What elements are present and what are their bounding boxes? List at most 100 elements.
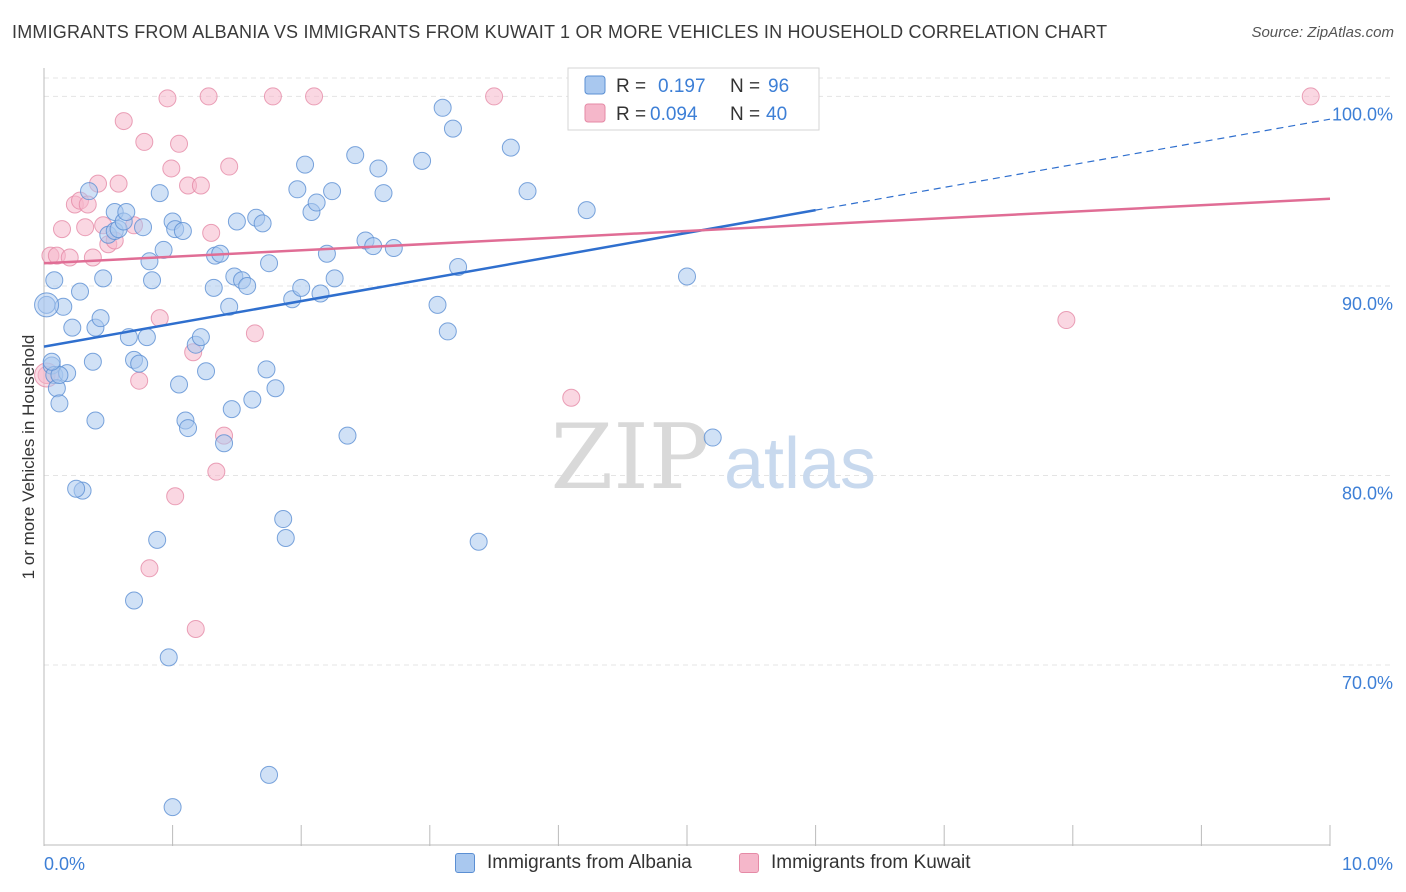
- kuwait-points: [34, 87, 1320, 638]
- kuwait-point: [60, 248, 79, 267]
- kuwait-point: [109, 174, 128, 193]
- albania-point-large: [34, 292, 60, 318]
- albania-point: [260, 765, 279, 784]
- albania-point: [150, 184, 169, 203]
- albania-point: [130, 354, 149, 373]
- chart-title: IMMIGRANTS FROM ALBANIA VS IMMIGRANTS FR…: [12, 22, 1108, 42]
- albania-point: [438, 322, 457, 341]
- kuwait-point: [53, 220, 72, 239]
- legend-top: R = 0.197 N = 96 R = 0.094 N = 40: [567, 67, 820, 131]
- legend-box: [567, 67, 820, 131]
- albania-point: [307, 193, 326, 212]
- albania-point: [143, 271, 162, 290]
- albania-point: [266, 379, 285, 398]
- kuwait-point: [76, 218, 95, 237]
- albania-point: [449, 257, 468, 276]
- albania-point: [140, 252, 159, 271]
- y-tick-label-90: 90.0%: [1342, 294, 1393, 314]
- albania-point: [80, 182, 99, 201]
- albania-point: [63, 318, 82, 337]
- legend-item-albania: Immigrants from Albania: [455, 852, 692, 874]
- albania-point: [518, 182, 537, 201]
- legend-r-label-albania: R =: [616, 76, 646, 97]
- albania-point: [243, 390, 262, 409]
- albania-point: [253, 214, 272, 233]
- x-tick-label-max: 10.0%: [1342, 854, 1393, 874]
- albania-point: [501, 138, 520, 157]
- y-tick-label-100: 100.0%: [1332, 104, 1393, 124]
- kuwait-point: [1301, 87, 1320, 106]
- albania-point: [338, 426, 357, 445]
- albania-point: [257, 360, 276, 379]
- albania-point: [134, 218, 153, 237]
- y-tick-label-80: 80.0%: [1342, 483, 1393, 503]
- kuwait-trend-line: [43, 197, 1331, 265]
- kuwait-point: [220, 157, 239, 176]
- albania-point: [45, 271, 64, 290]
- albania-point: [117, 203, 136, 222]
- kuwait-point: [162, 159, 181, 178]
- albania-point: [703, 428, 722, 447]
- albania-point: [288, 180, 307, 199]
- kuwait-point: [305, 87, 324, 106]
- legend-n-label-kuwait: N =: [730, 104, 760, 125]
- kuwait-point: [130, 371, 149, 390]
- albania-point: [191, 328, 210, 347]
- albania-point: [276, 528, 295, 547]
- albania-trend-extension: [815, 118, 1331, 211]
- albania-point: [159, 648, 178, 667]
- albania-point: [577, 201, 596, 220]
- x-ticks: [43, 825, 1331, 846]
- albania-point: [137, 328, 156, 347]
- albania-point: [274, 510, 293, 529]
- kuwait-point: [83, 248, 102, 267]
- legend-bottom-label-kuwait: Immigrants from Kuwait: [771, 852, 971, 873]
- legend-swatch-albania: [584, 75, 606, 95]
- albania-point: [179, 419, 198, 438]
- legend-item-kuwait: Immigrants from Kuwait: [739, 852, 971, 874]
- albania-point: [94, 269, 113, 288]
- albania-point: [50, 366, 69, 385]
- albania-point: [220, 297, 239, 316]
- x-tick-labels: 0.0% 10.0%: [44, 854, 1393, 874]
- albania-point: [346, 146, 365, 165]
- albania-point: [384, 239, 403, 258]
- albania-point: [296, 155, 315, 174]
- legend-n-label-albania: N =: [730, 76, 760, 97]
- albania-point: [433, 98, 452, 117]
- albania-point: [86, 411, 105, 430]
- y-tick-labels: 70.0% 80.0% 90.0% 100.0%: [1332, 104, 1393, 693]
- legend-r-value-albania: 0.197: [658, 76, 706, 97]
- legend-bottom-label-albania: Immigrants from Albania: [487, 852, 692, 873]
- albania-point: [292, 278, 311, 297]
- kuwait-point: [562, 388, 581, 407]
- albania-points: [34, 98, 722, 817]
- kuwait-point: [202, 223, 221, 242]
- albania-point: [260, 254, 279, 273]
- albania-point: [469, 532, 488, 551]
- albania-point: [50, 394, 69, 413]
- kuwait-point: [199, 87, 218, 106]
- kuwait-point: [158, 89, 177, 108]
- albania-point: [678, 267, 696, 286]
- albania-point: [71, 282, 90, 301]
- kuwait-point: [186, 619, 205, 638]
- y-tick-label-70: 70.0%: [1342, 673, 1393, 693]
- kuwait-point: [1057, 311, 1076, 330]
- albania-point: [443, 119, 462, 138]
- albania-point: [428, 295, 447, 314]
- legend-r-value-kuwait: 0.094: [650, 104, 698, 125]
- albania-point: [325, 269, 344, 288]
- albania-point: [163, 798, 182, 817]
- kuwait-point: [135, 132, 154, 151]
- source-label: Source: ZipAtlas.com: [1251, 24, 1394, 41]
- gridlines: [44, 77, 1390, 666]
- kuwait-point: [114, 112, 133, 131]
- watermark-zip: ZIP: [551, 405, 710, 510]
- legend-bottom: Immigrants from Albania Immigrants from …: [0, 852, 1406, 878]
- albania-point: [374, 184, 393, 203]
- legend-n-value-kuwait: 40: [766, 104, 787, 125]
- legend-n-value-albania: 96: [768, 76, 789, 97]
- albania-point: [197, 362, 216, 381]
